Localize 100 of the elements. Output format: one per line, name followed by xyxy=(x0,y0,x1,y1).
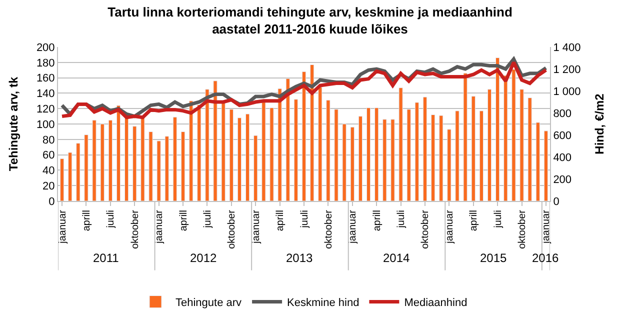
bar xyxy=(100,124,104,201)
y-tick-label: 200 xyxy=(36,42,55,54)
bar xyxy=(342,124,346,201)
bar xyxy=(278,88,282,201)
x-tick-label: aprill xyxy=(178,210,190,232)
bar xyxy=(496,58,500,201)
bar xyxy=(512,69,516,201)
y-tick-label: 40 xyxy=(42,165,55,178)
text: 2016 xyxy=(532,251,560,265)
bar xyxy=(528,98,532,201)
bar xyxy=(132,126,137,201)
y-tick-label: 100 xyxy=(36,118,55,131)
bar xyxy=(189,100,194,201)
bar xyxy=(180,131,186,201)
bar xyxy=(318,86,322,201)
bar xyxy=(504,75,508,201)
bar xyxy=(447,129,452,201)
bar xyxy=(76,143,80,201)
bar xyxy=(116,105,121,201)
x-tick-label: jaanuar xyxy=(444,209,456,244)
bar xyxy=(262,100,266,201)
y2-tick-label: 1 200 xyxy=(553,64,581,76)
y-tick-label: 160 xyxy=(36,72,55,85)
bar xyxy=(439,115,444,201)
y-tick-label: 20 xyxy=(42,180,55,192)
bar xyxy=(294,99,298,201)
bar xyxy=(205,89,210,201)
x-tick-label: juuli xyxy=(299,210,310,229)
legend-label: Keskmine hind xyxy=(287,297,360,310)
y-tick-label: 120 xyxy=(36,103,55,116)
bar xyxy=(310,64,314,201)
bar xyxy=(520,89,524,201)
bar xyxy=(92,120,96,201)
bar xyxy=(254,135,258,201)
bar xyxy=(148,131,153,201)
bar xyxy=(382,119,387,201)
y2-tick-label: 0 xyxy=(553,196,560,208)
bar xyxy=(221,102,226,201)
x-tick-label: aprill xyxy=(468,210,480,232)
y-tick-label: 140 xyxy=(36,88,55,100)
bar xyxy=(398,88,403,201)
bar xyxy=(455,110,460,201)
bar xyxy=(414,102,419,201)
bar xyxy=(302,71,306,201)
bar xyxy=(270,108,274,201)
x-tick-label: aprill xyxy=(275,210,286,232)
bar xyxy=(487,89,492,201)
bar xyxy=(237,118,242,201)
x-tick-label: aprill xyxy=(372,210,383,232)
bar xyxy=(471,96,476,201)
y2-tick-label: 600 xyxy=(553,130,572,142)
bar xyxy=(463,72,468,201)
x-tick-label: aprill xyxy=(81,210,92,232)
bar xyxy=(108,120,112,201)
legend-label: Mediaanhind xyxy=(404,297,468,310)
bar xyxy=(334,109,338,201)
bar xyxy=(229,109,234,201)
text: 2015 xyxy=(480,251,508,265)
bar xyxy=(164,136,169,201)
x-tick-label: oktoober xyxy=(517,209,528,249)
bar xyxy=(68,152,72,201)
x-tick-label: oktoober xyxy=(420,209,432,249)
bar xyxy=(366,108,371,201)
bar xyxy=(124,116,129,201)
x-tick-label: jaanuar xyxy=(250,209,262,244)
x-tick-label: oktoober xyxy=(130,209,141,249)
bar xyxy=(60,158,64,201)
x-tick-label: jaanuar xyxy=(57,209,68,244)
x-tick-label: juuli xyxy=(492,210,504,229)
text: 2012 xyxy=(190,251,218,265)
x-tick-label: oktoober xyxy=(226,209,238,249)
y2-tick-label: 800 xyxy=(553,108,572,120)
x-tick-label: juuli xyxy=(396,210,408,229)
bar xyxy=(84,134,88,201)
bar xyxy=(350,126,354,201)
x-tick-label: jaanuar xyxy=(154,209,166,244)
x-tick-label: jaanuar xyxy=(541,209,552,244)
y-tick-label: 180 xyxy=(36,57,55,70)
x-tick-label: juuli xyxy=(202,210,214,229)
x-tick-label: oktoober xyxy=(323,209,334,249)
y2-tick-label: 1 000 xyxy=(553,86,581,98)
bar xyxy=(172,116,178,201)
y-tick-label: 60 xyxy=(42,150,55,162)
bar xyxy=(156,140,161,201)
legend-label: Tehingute arv xyxy=(176,297,242,310)
bar xyxy=(422,96,428,201)
y-axis-title: Tehingute arv, tk xyxy=(6,76,21,172)
bar xyxy=(326,100,330,201)
bar xyxy=(286,78,290,201)
y2-tick-label: 200 xyxy=(553,174,572,186)
y-tick-label: 80 xyxy=(42,134,55,146)
x-tick-label: juuli xyxy=(106,210,117,229)
bar xyxy=(197,104,202,201)
x-tick-label: jaanuar xyxy=(348,209,359,244)
text: 2011 xyxy=(93,251,120,265)
y-tick-label: 0 xyxy=(48,196,55,208)
text: 2014 xyxy=(383,251,410,265)
y2-tick-label: 400 xyxy=(553,152,572,164)
bar xyxy=(213,80,218,201)
bar xyxy=(358,116,363,201)
